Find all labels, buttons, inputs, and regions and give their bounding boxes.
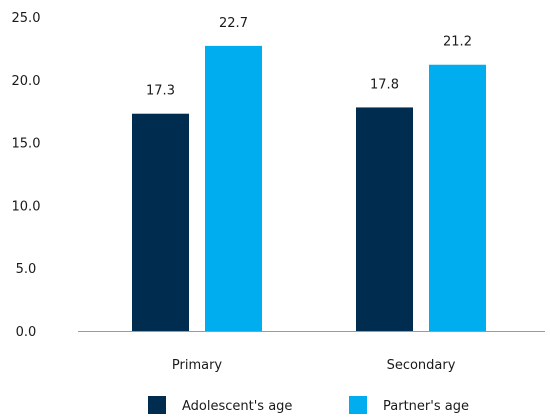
x-axis-tick-labels: Primary Secondary bbox=[172, 358, 456, 373]
y-tick-label: 20.0 bbox=[12, 74, 41, 89]
y-tick-label: 10.0 bbox=[12, 199, 41, 214]
data-labels: 17.3 22.7 17.8 21.2 bbox=[146, 16, 472, 99]
legend: Adolescent's age Partner's age bbox=[148, 396, 469, 414]
bar-primary-adolescent bbox=[132, 113, 189, 331]
y-tick-label: 0.0 bbox=[16, 325, 37, 340]
data-label: 22.7 bbox=[219, 16, 248, 31]
legend-swatch bbox=[349, 396, 367, 414]
bar-secondary-adolescent bbox=[356, 107, 413, 331]
x-tick-label: Secondary bbox=[387, 358, 456, 373]
data-label: 17.3 bbox=[146, 84, 175, 99]
legend-label: Partner's age bbox=[383, 399, 469, 414]
legend-label: Adolescent's age bbox=[182, 399, 292, 414]
y-tick-label: 25.0 bbox=[12, 11, 41, 26]
bar-secondary-partner bbox=[429, 64, 486, 331]
bars bbox=[132, 45, 486, 331]
data-label: 21.2 bbox=[443, 35, 472, 50]
y-axis-tick-labels: 0.0 5.0 10.0 15.0 20.0 25.0 bbox=[12, 11, 41, 340]
data-label: 17.8 bbox=[370, 77, 399, 92]
y-tick-label: 15.0 bbox=[12, 137, 41, 152]
x-tick-label: Primary bbox=[172, 358, 223, 373]
bar-primary-partner bbox=[205, 45, 262, 331]
y-tick-label: 5.0 bbox=[16, 262, 37, 277]
legend-swatch bbox=[148, 396, 166, 414]
